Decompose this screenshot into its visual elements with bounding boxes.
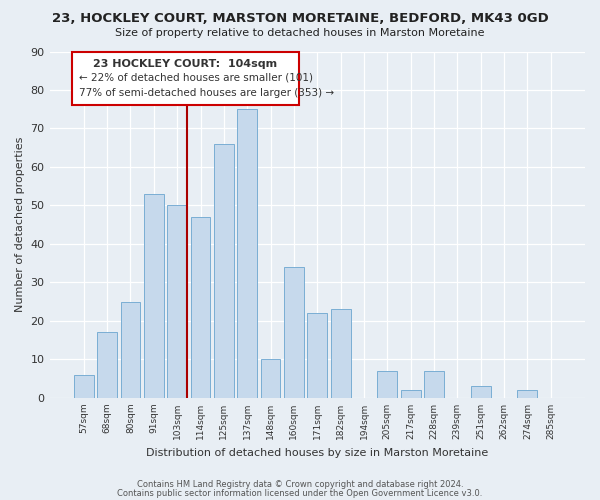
Text: 23, HOCKLEY COURT, MARSTON MORETAINE, BEDFORD, MK43 0GD: 23, HOCKLEY COURT, MARSTON MORETAINE, BE… xyxy=(52,12,548,26)
Text: Contains public sector information licensed under the Open Government Licence v3: Contains public sector information licen… xyxy=(118,488,482,498)
Bar xyxy=(238,109,257,398)
Bar xyxy=(517,390,538,398)
Text: Contains HM Land Registry data © Crown copyright and database right 2024.: Contains HM Land Registry data © Crown c… xyxy=(137,480,463,489)
Bar xyxy=(401,390,421,398)
Bar xyxy=(167,206,187,398)
Bar xyxy=(471,386,491,398)
Text: ← 22% of detached houses are smaller (101): ← 22% of detached houses are smaller (10… xyxy=(79,72,313,83)
Text: 77% of semi-detached houses are larger (353) →: 77% of semi-detached houses are larger (… xyxy=(79,88,334,98)
Bar xyxy=(214,144,234,398)
Bar xyxy=(260,360,280,398)
Bar xyxy=(144,194,164,398)
Bar xyxy=(97,332,117,398)
Bar xyxy=(191,217,211,398)
Bar xyxy=(377,371,397,398)
Bar xyxy=(74,375,94,398)
Bar xyxy=(284,267,304,398)
Bar xyxy=(307,313,327,398)
Text: 23 HOCKLEY COURT:  104sqm: 23 HOCKLEY COURT: 104sqm xyxy=(93,59,277,69)
Y-axis label: Number of detached properties: Number of detached properties xyxy=(15,137,25,312)
Text: Size of property relative to detached houses in Marston Moretaine: Size of property relative to detached ho… xyxy=(115,28,485,38)
Bar xyxy=(424,371,444,398)
FancyBboxPatch shape xyxy=(72,52,299,106)
Bar xyxy=(331,310,350,398)
X-axis label: Distribution of detached houses by size in Marston Moretaine: Distribution of detached houses by size … xyxy=(146,448,488,458)
Bar xyxy=(121,302,140,398)
